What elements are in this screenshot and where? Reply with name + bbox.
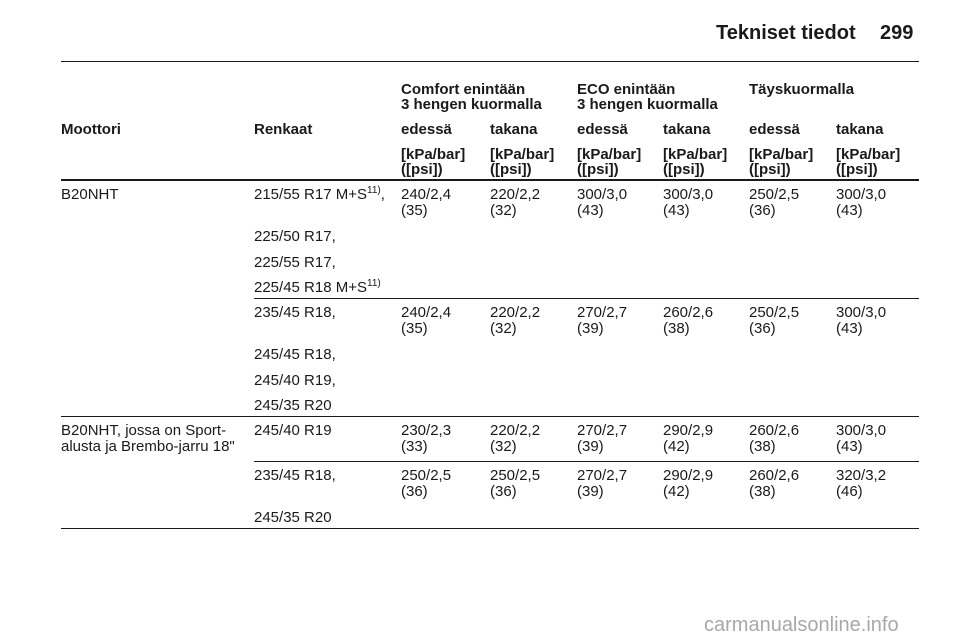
unit-header: ([psi]) xyxy=(836,161,878,178)
engine-cell: B20NHT, jossa on Sport- xyxy=(61,422,227,439)
pressure-value: 270/2,7 xyxy=(577,304,628,321)
tyre-size: 225/45 R18 M+S11) xyxy=(254,278,381,296)
pressure-psi: (43) xyxy=(836,202,863,219)
unit-header: ([psi]) xyxy=(663,161,705,178)
tyre-size: 245/45 R18, xyxy=(254,346,336,363)
pressure-value: 260/2,6 xyxy=(749,422,800,439)
pressure-psi: (42) xyxy=(663,438,690,455)
column-header-engine: Moottori xyxy=(61,121,121,138)
pressure-value: 250/2,5 xyxy=(401,467,452,484)
row-divider xyxy=(254,461,919,462)
unit-header: ([psi]) xyxy=(490,161,532,178)
page-number: 299 xyxy=(880,22,914,44)
column-header-eco-rear: takana xyxy=(663,121,711,138)
pressure-psi: (43) xyxy=(836,438,863,455)
tyre-size: 245/40 R19, xyxy=(254,372,336,389)
unit-header: ([psi]) xyxy=(749,161,791,178)
pressure-psi: (36) xyxy=(401,483,428,500)
tyre-size: 215/55 R17 M+S11), xyxy=(254,185,385,203)
pressure-psi: (38) xyxy=(749,483,776,500)
pressure-psi: (35) xyxy=(401,202,428,219)
row-divider xyxy=(61,416,919,417)
tyre-size: 235/45 R18, xyxy=(254,467,336,484)
pressure-value: 290/2,9 xyxy=(663,422,714,439)
pressure-value: 320/3,2 xyxy=(836,467,887,484)
tyre-size: 245/35 R20 xyxy=(254,397,332,414)
column-header-full-rear: takana xyxy=(836,121,884,138)
pressure-psi: (39) xyxy=(577,438,604,455)
unit-header: [kPa/bar] xyxy=(577,146,642,163)
pressure-psi: (39) xyxy=(577,320,604,337)
watermark: carmanualsonline.info xyxy=(704,614,899,636)
eco-group-header-line1: ECO enintään xyxy=(577,81,676,98)
column-header-comfort-front: edessä xyxy=(401,121,452,138)
full-load-group-header: Täyskuormalla xyxy=(749,81,855,98)
tyre-size: 245/40 R19 xyxy=(254,422,332,439)
pressure-value: 300/3,0 xyxy=(663,186,714,203)
pressure-value: 300/3,0 xyxy=(836,304,887,321)
pressure-value: 250/2,5 xyxy=(490,467,541,484)
pressure-value: 240/2,4 xyxy=(401,186,452,203)
eco-group-header-line2: 3 hengen kuormalla xyxy=(577,96,718,113)
row-divider xyxy=(254,298,919,299)
pressure-value: 230/2,3 xyxy=(401,422,452,439)
pressure-value: 220/2,2 xyxy=(490,304,541,321)
table-bottom-rule xyxy=(61,528,919,529)
unit-header: [kPa/bar] xyxy=(749,146,814,163)
pressure-psi: (38) xyxy=(663,320,690,337)
pressure-value: 260/2,6 xyxy=(663,304,714,321)
column-header-tyres: Renkaat xyxy=(254,121,313,138)
pressure-psi: (39) xyxy=(577,483,604,500)
pressure-psi: (32) xyxy=(490,202,517,219)
unit-header: [kPa/bar] xyxy=(490,146,555,163)
pressure-psi: (36) xyxy=(490,483,517,500)
column-header-comfort-rear: takana xyxy=(490,121,538,138)
comfort-group-header-line2: 3 hengen kuormalla xyxy=(401,96,542,113)
header-divider xyxy=(61,61,919,62)
pressure-value: 270/2,7 xyxy=(577,467,628,484)
column-header-eco-front: edessä xyxy=(577,121,628,138)
tyre-size: 225/50 R17, xyxy=(254,228,336,245)
pressure-psi: (43) xyxy=(836,320,863,337)
pressure-psi: (32) xyxy=(490,438,517,455)
pressure-psi: (43) xyxy=(577,202,604,219)
footnote-ref: 11) xyxy=(367,278,381,289)
tyre-size: 235/45 R18, xyxy=(254,304,336,321)
pressure-psi: (36) xyxy=(749,202,776,219)
footnote-ref: 11) xyxy=(367,185,381,196)
pressure-value: 300/3,0 xyxy=(836,422,887,439)
column-header-full-front: edessä xyxy=(749,121,800,138)
unit-header: ([psi]) xyxy=(401,161,443,178)
pressure-value: 250/2,5 xyxy=(749,186,800,203)
pressure-psi: (32) xyxy=(490,320,517,337)
comfort-group-header-line1: Comfort enintään xyxy=(401,81,526,98)
unit-header: [kPa/bar] xyxy=(663,146,728,163)
pressure-value: 240/2,4 xyxy=(401,304,452,321)
pressure-value: 290/2,9 xyxy=(663,467,714,484)
pressure-value: 260/2,6 xyxy=(749,467,800,484)
pressure-value: 220/2,2 xyxy=(490,422,541,439)
unit-header: [kPa/bar] xyxy=(401,146,466,163)
pressure-value: 250/2,5 xyxy=(749,304,800,321)
pressure-psi: (46) xyxy=(836,483,863,500)
pressure-psi: (33) xyxy=(401,438,428,455)
pressure-psi: (38) xyxy=(749,438,776,455)
table-header-divider xyxy=(61,179,919,181)
page-title: Tekniset tiedot xyxy=(716,22,856,44)
pressure-value: 220/2,2 xyxy=(490,186,541,203)
engine-cell: alusta ja Brembo-jarru 18" xyxy=(61,438,235,455)
engine-cell: B20NHT xyxy=(61,186,119,203)
pressure-psi: (42) xyxy=(663,483,690,500)
unit-header: ([psi]) xyxy=(577,161,619,178)
tyre-size: 225/55 R17, xyxy=(254,254,336,271)
pressure-value: 300/3,0 xyxy=(577,186,628,203)
pressure-psi: (35) xyxy=(401,320,428,337)
tyre-size: 245/35 R20 xyxy=(254,509,332,526)
unit-header: [kPa/bar] xyxy=(836,146,901,163)
pressure-value: 300/3,0 xyxy=(836,186,887,203)
pressure-psi: (43) xyxy=(663,202,690,219)
pressure-value: 270/2,7 xyxy=(577,422,628,439)
pressure-psi: (36) xyxy=(749,320,776,337)
